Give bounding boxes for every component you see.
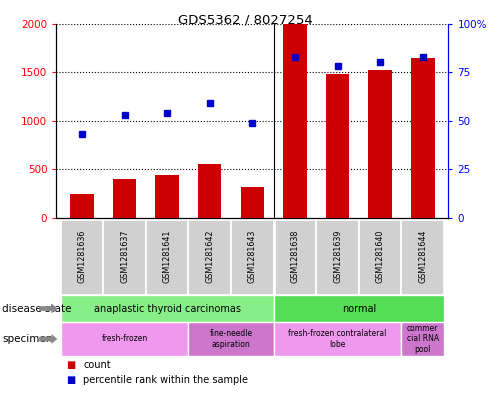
Text: normal: normal xyxy=(342,303,376,314)
Bar xyxy=(61,295,273,322)
Bar xyxy=(401,220,444,295)
Text: GSM1281636: GSM1281636 xyxy=(77,229,86,283)
Text: GDS5362 / 8027254: GDS5362 / 8027254 xyxy=(177,14,313,27)
Bar xyxy=(326,74,349,218)
Bar xyxy=(61,322,189,356)
Bar xyxy=(368,70,392,218)
Bar xyxy=(146,220,189,295)
Text: specimen: specimen xyxy=(2,334,53,344)
Text: fresh-frozen contralateral
lobe: fresh-frozen contralateral lobe xyxy=(289,329,387,349)
Text: GSM1281641: GSM1281641 xyxy=(163,229,172,283)
Text: disease state: disease state xyxy=(2,303,72,314)
Text: fresh-frozen: fresh-frozen xyxy=(101,334,147,343)
Bar xyxy=(103,220,146,295)
Bar xyxy=(155,175,179,218)
Text: ■: ■ xyxy=(66,360,75,370)
Bar xyxy=(189,322,273,356)
Bar xyxy=(283,24,307,218)
Bar xyxy=(273,295,444,322)
Text: GSM1281643: GSM1281643 xyxy=(248,229,257,283)
Text: GSM1281640: GSM1281640 xyxy=(376,229,385,283)
Bar xyxy=(273,220,316,295)
Bar xyxy=(70,194,94,218)
Text: GSM1281642: GSM1281642 xyxy=(205,229,214,283)
Text: GSM1281638: GSM1281638 xyxy=(291,229,299,283)
Bar xyxy=(113,179,136,218)
Bar xyxy=(316,220,359,295)
Text: anaplastic thyroid carcinomas: anaplastic thyroid carcinomas xyxy=(94,303,241,314)
Bar xyxy=(61,220,103,295)
Bar xyxy=(198,163,221,218)
Bar xyxy=(189,220,231,295)
Text: percentile rank within the sample: percentile rank within the sample xyxy=(83,375,248,385)
Bar xyxy=(411,58,435,218)
Text: commer
cial RNA
pool: commer cial RNA pool xyxy=(407,324,439,354)
Text: GSM1281637: GSM1281637 xyxy=(120,229,129,283)
Bar xyxy=(241,187,264,218)
Bar xyxy=(359,220,401,295)
Text: GSM1281644: GSM1281644 xyxy=(418,229,427,283)
Text: count: count xyxy=(83,360,111,370)
Bar xyxy=(401,322,444,356)
Bar xyxy=(273,322,401,356)
Text: fine-needle
aspiration: fine-needle aspiration xyxy=(210,329,253,349)
Text: ■: ■ xyxy=(66,375,75,385)
Bar xyxy=(231,220,273,295)
Text: GSM1281639: GSM1281639 xyxy=(333,229,342,283)
